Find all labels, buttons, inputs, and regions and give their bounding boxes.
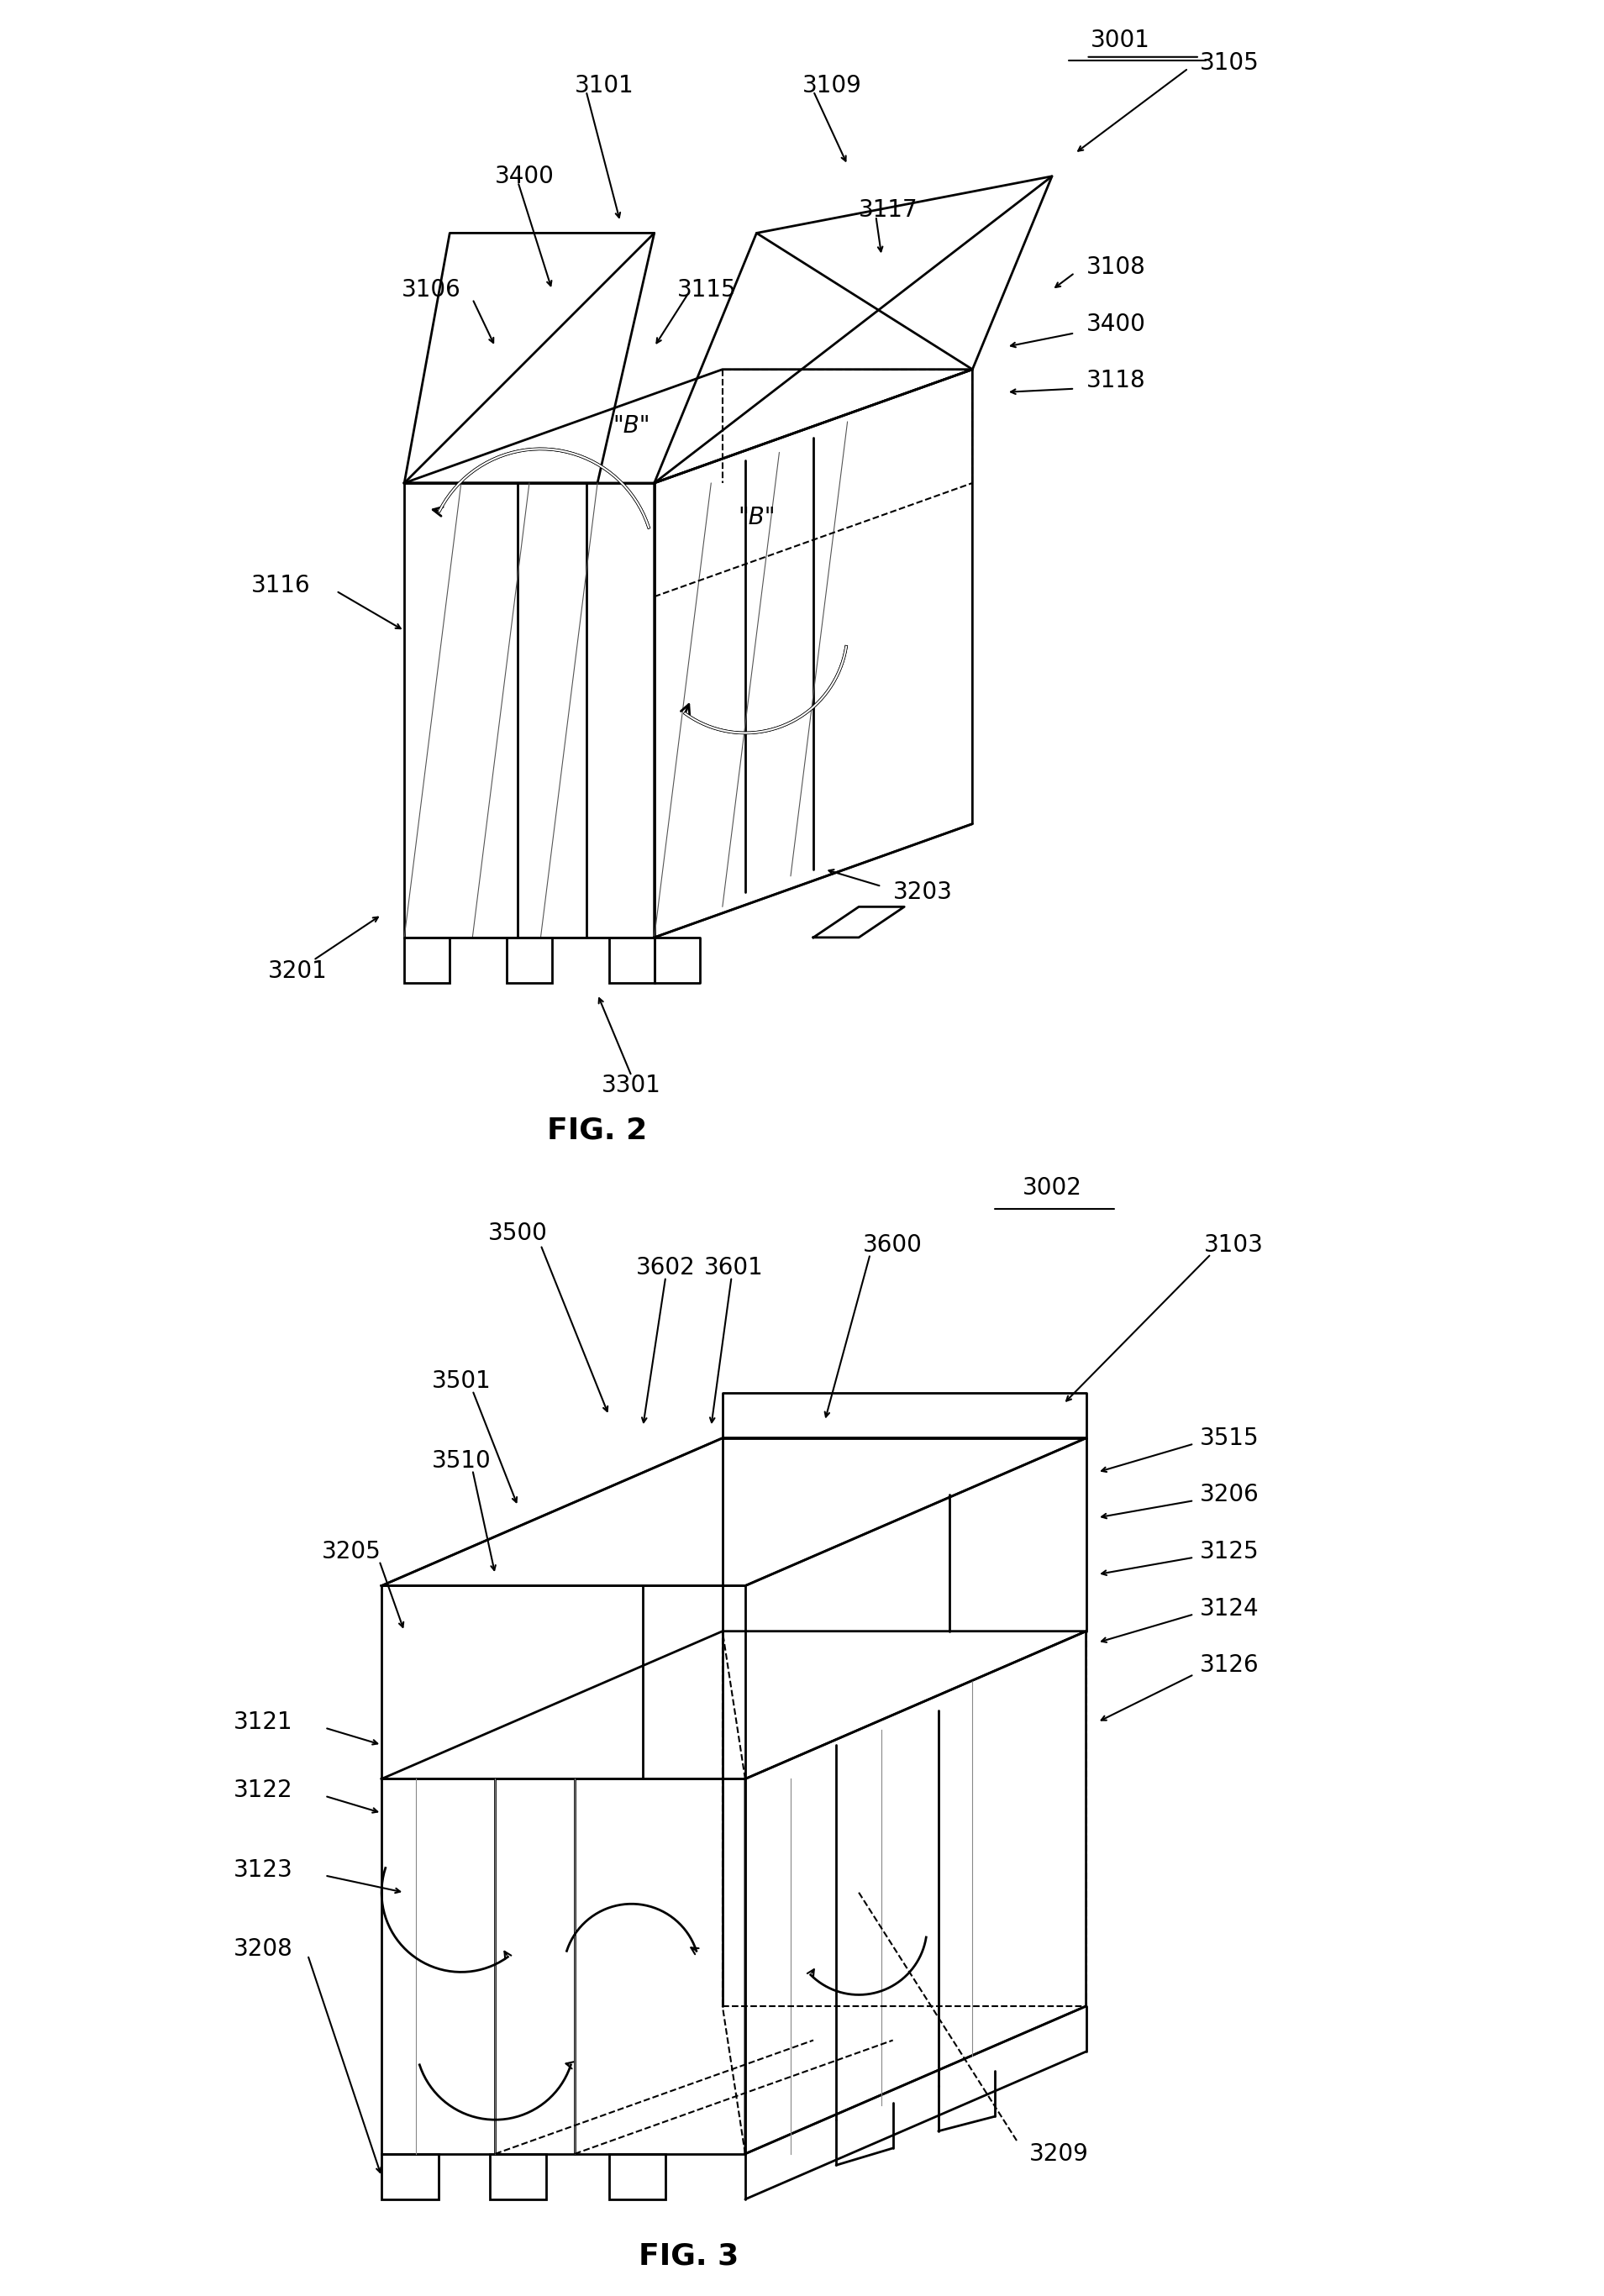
Text: 3117: 3117 xyxy=(858,197,917,223)
Text: 3209: 3209 xyxy=(1030,2142,1089,2165)
Text: 3201: 3201 xyxy=(268,960,327,983)
Text: 3501: 3501 xyxy=(431,1368,491,1394)
Text: 3510: 3510 xyxy=(431,1449,491,1472)
Text: 3109: 3109 xyxy=(802,73,861,96)
Text: 3002: 3002 xyxy=(1022,1176,1081,1201)
Text: 3122: 3122 xyxy=(234,1779,294,1802)
Bar xyxy=(489,2154,547,2200)
Text: 3121: 3121 xyxy=(234,1711,294,1733)
Text: 3500: 3500 xyxy=(488,1221,547,1244)
Text: 3116: 3116 xyxy=(250,574,310,597)
Text: 3205: 3205 xyxy=(322,1541,382,1564)
Text: 3208: 3208 xyxy=(234,1938,294,1961)
Text: 3602: 3602 xyxy=(635,1256,696,1279)
Text: 3400: 3400 xyxy=(1086,312,1145,335)
Text: 3001: 3001 xyxy=(1091,28,1150,53)
Text: 3400: 3400 xyxy=(496,165,555,188)
Text: 3123: 3123 xyxy=(234,1857,294,1880)
Bar xyxy=(610,2154,666,2200)
Text: 3106: 3106 xyxy=(401,278,460,301)
Bar xyxy=(610,937,654,983)
Bar xyxy=(382,2154,438,2200)
Text: 3115: 3115 xyxy=(677,278,736,301)
Bar xyxy=(507,937,552,983)
Text: 3124: 3124 xyxy=(1200,1596,1259,1621)
Text: "B": "B" xyxy=(613,416,650,439)
Text: FIG. 3: FIG. 3 xyxy=(638,2241,738,2271)
Text: 3103: 3103 xyxy=(1205,1233,1264,1256)
Text: 3126: 3126 xyxy=(1200,1653,1259,1676)
Bar xyxy=(404,937,449,983)
Text: 3105: 3105 xyxy=(1200,51,1259,73)
Text: 3108: 3108 xyxy=(1086,255,1145,278)
Text: FIG. 2: FIG. 2 xyxy=(547,1116,648,1146)
Text: 3101: 3101 xyxy=(574,73,634,96)
Text: 3515: 3515 xyxy=(1200,1426,1259,1449)
Text: 3601: 3601 xyxy=(704,1256,764,1279)
Text: 3203: 3203 xyxy=(893,879,953,905)
Text: 3206: 3206 xyxy=(1200,1483,1259,1506)
Text: 3600: 3600 xyxy=(863,1233,922,1256)
Text: 3301: 3301 xyxy=(602,1075,661,1097)
Text: 3125: 3125 xyxy=(1200,1541,1259,1564)
Text: "B": "B" xyxy=(738,505,775,528)
Text: 3118: 3118 xyxy=(1086,370,1145,393)
